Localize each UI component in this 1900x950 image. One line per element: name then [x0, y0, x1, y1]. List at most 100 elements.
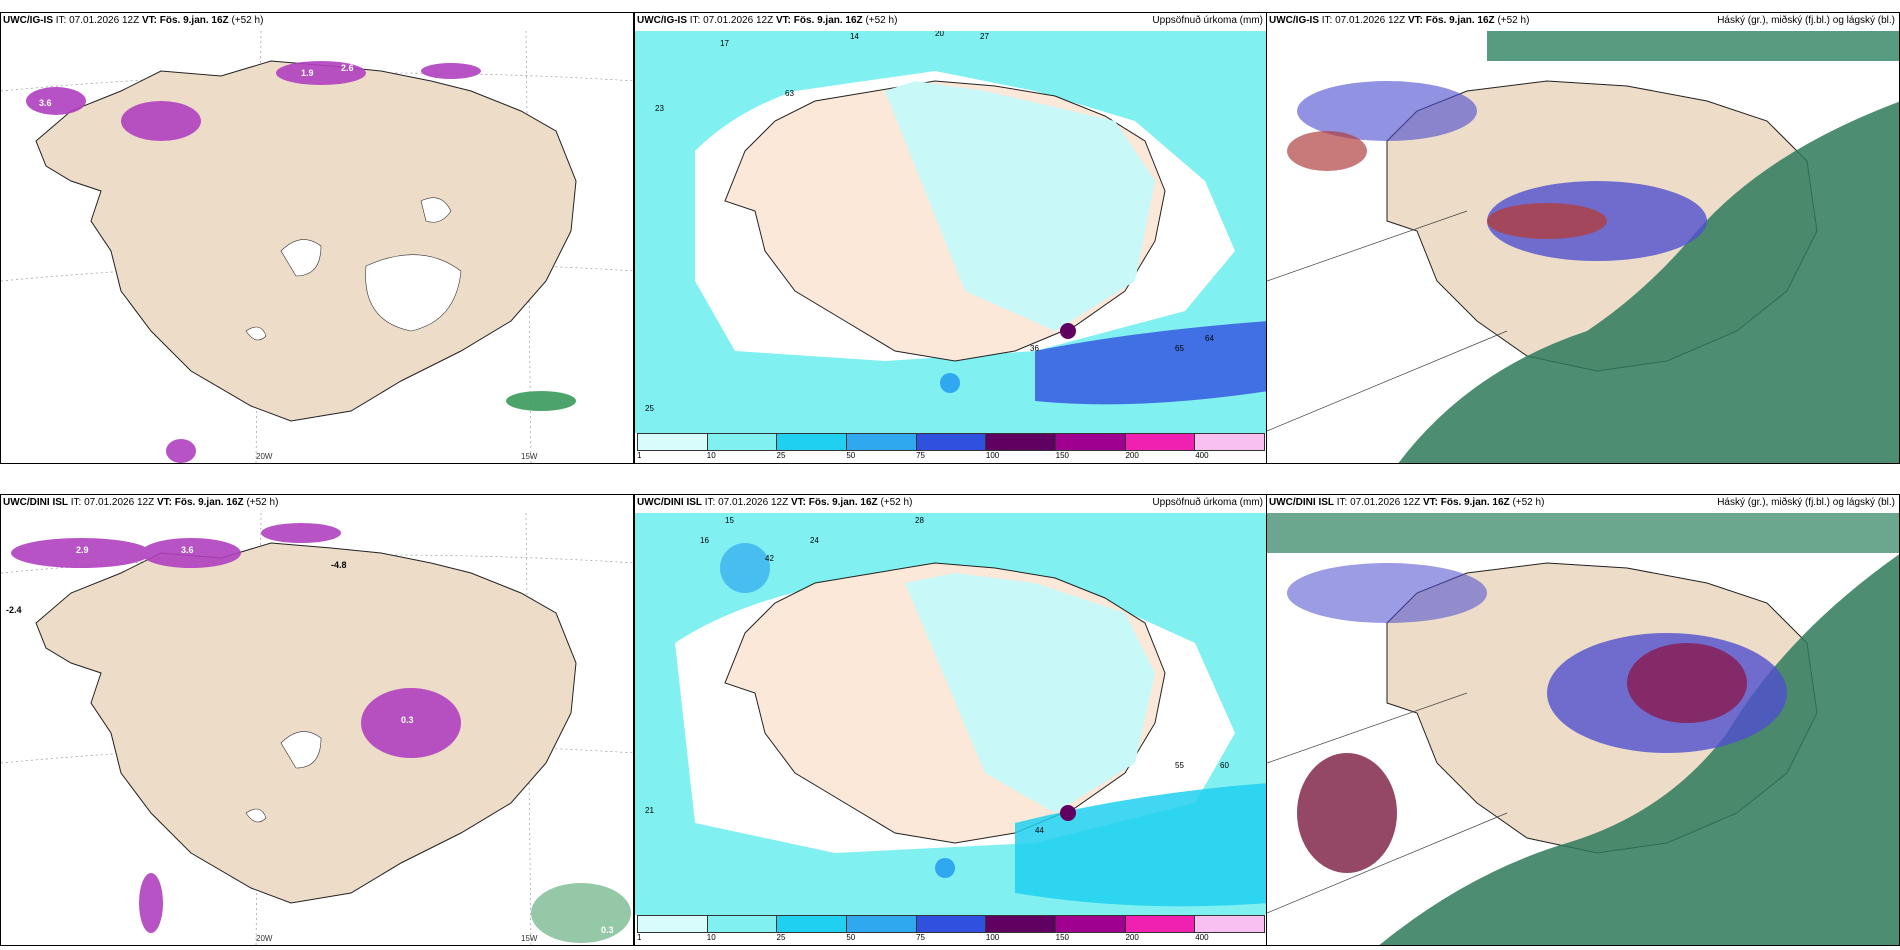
- lon-label: 20W: [256, 452, 273, 461]
- snow-label: 2.9: [76, 545, 89, 555]
- colorbar-label: 10: [706, 933, 716, 942]
- lon-label: 15W: [521, 934, 538, 943]
- colorbar-swatch: [1195, 434, 1265, 450]
- colorbar-label: 200: [1125, 451, 1139, 460]
- model-name: UWC/DINI ISL: [637, 497, 702, 508]
- colorbar-swatch: [916, 434, 987, 450]
- init-time: IT: 07.01.2026 12Z: [1321, 15, 1406, 26]
- precip-value: 42: [765, 554, 774, 563]
- snow-label: -4.8: [331, 560, 347, 570]
- colorbar-swatch: [777, 434, 848, 450]
- forecast-offset: (+52 h): [1497, 15, 1530, 26]
- init-time: IT: 07.01.2026 12Z: [70, 497, 155, 508]
- init-time: IT: 07.01.2026 12Z: [55, 15, 140, 26]
- colorbar-label: 50: [846, 451, 856, 460]
- precip-colorbar: 1 10 25 50 75 100 150 200 400: [637, 915, 1265, 943]
- colorbar-label: 50: [846, 933, 856, 942]
- colorbar-swatch: [1056, 434, 1126, 450]
- snow-label: 3.7: [171, 408, 184, 418]
- precip-value: 65: [1175, 344, 1184, 353]
- colorbar-label: 75: [916, 451, 926, 460]
- cloud-map: [1267, 513, 1899, 945]
- panel-bottom-precip: UWC/DINI ISL IT: 07.01.2026 12Z VT: Fös.…: [634, 494, 1268, 946]
- snow-label: 0.7: [521, 383, 534, 393]
- precip-value: 27: [980, 32, 989, 41]
- panel-header: UWC/IG-IS IT: 07.01.2026 12Z VT: Fös. 9.…: [637, 15, 1263, 29]
- valid-time: VT: Fös. 9.jan. 16Z: [1407, 15, 1495, 26]
- colorbar-swatch: [1195, 916, 1265, 932]
- precip-value: 36: [1030, 344, 1039, 353]
- forecast-offset: (+52 h): [231, 15, 264, 26]
- colorbar-swatch: [847, 434, 917, 450]
- snow-label: 3.6: [181, 545, 194, 555]
- model-name: UWC/DINI ISL: [1269, 497, 1334, 508]
- panel-header: UWC/IG-IS IT: 07.01.2026 12Z VT: Fös. 9.…: [1269, 15, 1895, 29]
- forecast-offset: (+52 h): [1512, 497, 1545, 508]
- panel-header: UWC/DINI ISL IT: 07.01.2026 12Z VT: Fös.…: [1269, 497, 1895, 511]
- panel-header: UWC/DINI ISL IT: 07.01.2026 12Z VT: Fös.…: [3, 497, 629, 511]
- colorbar-label: 400: [1195, 933, 1209, 942]
- colorbar-swatch: [916, 916, 987, 932]
- valid-time: VT: Fös. 9.jan. 16Z: [156, 497, 244, 508]
- valid-time: VT: Fös. 9.jan. 16Z: [141, 15, 229, 26]
- colorbar-label: 25: [776, 933, 786, 942]
- forecast-offset: (+52 h): [865, 15, 898, 26]
- precip-value: 17: [720, 39, 729, 48]
- colorbar-swatch: [777, 916, 848, 932]
- field-label: Uppsöfnuð úrkoma (mm): [1152, 15, 1263, 26]
- colorbar-swatch: [1125, 434, 1196, 450]
- precip-value: 16: [700, 536, 709, 545]
- precip-colorbar: 1 10 25 50 75 100 150 200 400: [637, 433, 1265, 461]
- colorbar-label: 200: [1125, 933, 1139, 942]
- colorbar-label: 100: [985, 451, 1000, 460]
- precip-value: 15: [725, 516, 734, 525]
- precip-value: 21: [645, 806, 654, 815]
- init-time: IT: 07.01.2026 12Z: [1336, 497, 1421, 508]
- valid-time: VT: Fös. 9.jan. 16Z: [775, 15, 863, 26]
- cloud-map: [1267, 31, 1899, 463]
- precip-value: 64: [1205, 334, 1214, 343]
- precip-map: 17 14 20 27 63 23 36 65 64 25: [635, 31, 1267, 433]
- snow-label: 2.6: [341, 63, 354, 73]
- model-name: UWC/DINI ISL: [3, 497, 68, 508]
- snow-label: 0.3: [601, 925, 614, 935]
- model-name: UWC/IG-IS: [637, 15, 687, 26]
- forecast-offset: (+52 h): [246, 497, 279, 508]
- panel-bottom-clouds: UWC/DINI ISL IT: 07.01.2026 12Z VT: Fös.…: [1266, 494, 1900, 946]
- snow-label: -2.4: [6, 605, 22, 615]
- lon-label: 20W: [256, 934, 273, 943]
- precip-value: 28: [915, 516, 924, 525]
- colorbar-label: 100: [985, 933, 1000, 942]
- colorbar-label: 400: [1195, 451, 1209, 460]
- precip-value: 55: [1175, 761, 1184, 770]
- colorbar-swatch: [707, 434, 778, 450]
- colorbar-label: 150: [1055, 451, 1070, 460]
- precip-value: 44: [1035, 826, 1044, 835]
- snow-map: 3.6 1.9 2.6 3.7 0.7 20W 15W: [1, 31, 633, 463]
- colorbar-label: 1: [637, 451, 642, 460]
- snow-map: 2.9 3.6 0.3 0.3 -4.8 -2.4 20W 15W: [1, 513, 633, 945]
- init-time: IT: 07.01.2026 12Z: [689, 15, 774, 26]
- valid-time: VT: Fös. 9.jan. 16Z: [1422, 497, 1510, 508]
- valid-time: VT: Fös. 9.jan. 16Z: [790, 497, 878, 508]
- init-time: IT: 07.01.2026 12Z: [704, 497, 789, 508]
- model-name: UWC/IG-IS: [1269, 15, 1319, 26]
- colorbar-label: 10: [706, 451, 716, 460]
- panel-top-precip: UWC/IG-IS IT: 07.01.2026 12Z VT: Fös. 9.…: [634, 12, 1268, 464]
- colorbar-swatch: [638, 916, 708, 932]
- field-label: Háský (gr.), miðský (fj.bl.) og lágský (…: [1717, 15, 1895, 26]
- colorbar-swatch: [707, 916, 778, 932]
- colorbar-swatch: [986, 916, 1057, 932]
- colorbar-label: 75: [916, 933, 926, 942]
- panel-bottom-snow: UWC/DINI ISL IT: 07.01.2026 12Z VT: Fös.…: [0, 494, 634, 946]
- field-label: Uppsöfnuð úrkoma (mm): [1152, 497, 1263, 508]
- colorbar-swatch: [638, 434, 708, 450]
- panel-header: UWC/IG-IS IT: 07.01.2026 12Z VT: Fös. 9.…: [3, 15, 629, 29]
- colorbar-label: 25: [776, 451, 786, 460]
- precip-map: 15 16 28 24 42 44 60 55 21: [635, 513, 1267, 915]
- lon-label: 15W: [521, 452, 538, 461]
- colorbar-swatch: [1125, 916, 1196, 932]
- precip-value: 24: [810, 536, 819, 545]
- precip-value: 20: [935, 31, 944, 38]
- snow-label: 3.6: [39, 98, 52, 108]
